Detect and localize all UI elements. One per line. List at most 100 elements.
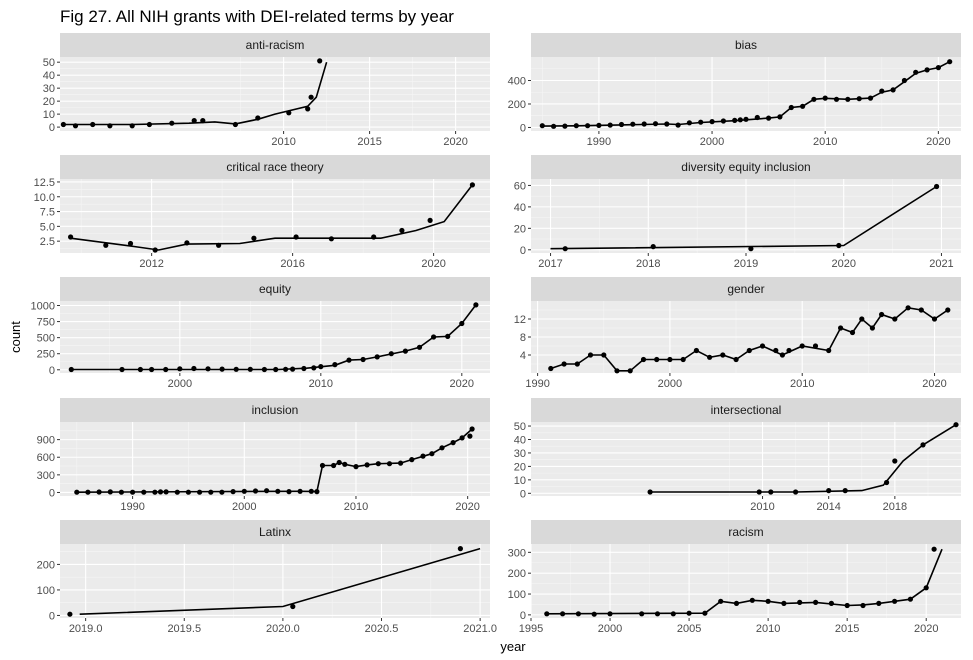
- data-point: [754, 114, 760, 121]
- facet-strip-label: racism: [728, 525, 763, 539]
- y-tick-label: 50: [514, 421, 526, 433]
- data-point: [793, 489, 799, 495]
- y-tick-label: 200: [508, 568, 526, 580]
- data-point: [420, 453, 426, 459]
- data-point: [768, 489, 774, 495]
- data-point: [191, 365, 197, 372]
- y-tick-label: 0: [520, 610, 526, 622]
- data-point: [575, 611, 582, 617]
- y-tick-label: 20: [43, 96, 55, 108]
- data-point: [560, 611, 566, 617]
- data-point: [318, 364, 324, 370]
- facet-strip: [531, 33, 961, 57]
- data-point: [305, 106, 311, 112]
- data-point: [849, 329, 856, 336]
- facet-strip-label: bias: [735, 38, 757, 52]
- data-point: [574, 361, 580, 367]
- y-tick-label: 600: [37, 452, 55, 464]
- data-point: [200, 118, 206, 124]
- facet-strip: [531, 398, 961, 422]
- x-tick-label: 2010: [756, 623, 780, 635]
- data-point: [892, 598, 898, 604]
- data-point: [68, 234, 74, 240]
- data-point: [445, 333, 451, 339]
- x-tick-label: 2020: [922, 378, 946, 390]
- x-tick-label: 2005: [677, 623, 701, 635]
- facet-inclusion: inclusion 1990 2000 2010 2020 0 300 600 900: [37, 398, 490, 513]
- data-point: [409, 457, 415, 463]
- y-tick-label: 300: [508, 547, 526, 559]
- panel-background: [531, 544, 961, 618]
- data-point: [427, 217, 433, 223]
- data-point: [836, 242, 842, 249]
- data-point: [129, 123, 135, 129]
- data-point: [450, 440, 456, 446]
- data-point: [901, 77, 908, 84]
- facet-strip-label: inclusion: [252, 403, 299, 417]
- data-point: [551, 123, 557, 129]
- data-point: [935, 65, 942, 71]
- panel-background: [60, 179, 490, 253]
- data-point: [371, 234, 377, 240]
- x-tick-label: 2010: [344, 501, 368, 513]
- y-tick-label: 0: [520, 488, 526, 500]
- facet-diversity-equity-inclusion: diversity equity inclusion 2017 2018 2019 20…: [514, 155, 961, 270]
- facet-strip-label: equity: [259, 282, 291, 296]
- data-point: [639, 611, 645, 617]
- data-point: [924, 67, 930, 73]
- x-tick-label: 2010: [813, 136, 837, 148]
- data-point: [686, 610, 692, 616]
- data-point: [811, 96, 817, 102]
- data-point: [640, 356, 647, 363]
- data-point: [562, 123, 568, 129]
- data-point: [439, 445, 445, 451]
- data-point: [364, 462, 370, 468]
- data-point: [934, 183, 940, 190]
- data-point: [469, 182, 475, 188]
- x-tick-label: 2020: [443, 136, 467, 148]
- data-point: [923, 585, 929, 591]
- data-point: [720, 352, 726, 358]
- y-tick-label: 100: [508, 589, 526, 601]
- y-tick-label: 300: [37, 470, 55, 482]
- figure-title: Fig 27. All NIH grants with DEI-related …: [60, 7, 454, 26]
- data-point: [833, 96, 840, 102]
- data-point: [67, 611, 73, 617]
- data-point: [247, 366, 253, 372]
- data-point: [786, 347, 792, 354]
- data-point: [402, 348, 408, 354]
- data-point: [561, 361, 567, 367]
- data-point: [469, 426, 475, 432]
- y-tick-label: 0: [49, 122, 55, 134]
- data-point: [800, 103, 806, 109]
- data-point: [399, 227, 405, 234]
- data-point: [781, 600, 787, 607]
- data-point: [670, 611, 676, 617]
- y-tick-label: 20: [514, 461, 526, 473]
- data-point: [346, 357, 352, 363]
- data-point: [96, 489, 102, 495]
- facet-strip-label: Latinx: [259, 525, 291, 539]
- data-point: [85, 489, 91, 495]
- data-point: [693, 347, 700, 354]
- data-point: [286, 489, 292, 495]
- data-point: [607, 611, 613, 617]
- data-point: [241, 488, 247, 494]
- data-point: [813, 599, 819, 606]
- data-point: [947, 59, 953, 65]
- data-point: [290, 603, 296, 610]
- data-point: [388, 351, 394, 357]
- data-point: [920, 442, 926, 448]
- x-tick-label: 2000: [232, 501, 256, 513]
- data-point: [918, 307, 924, 313]
- data-point: [718, 598, 724, 604]
- x-tick-label: 1995: [519, 623, 543, 635]
- x-tick-label: 2021: [929, 258, 953, 270]
- data-point: [931, 546, 937, 552]
- data-point: [233, 366, 239, 372]
- data-point: [328, 236, 334, 242]
- facet-strip: [531, 520, 961, 544]
- data-point: [130, 489, 136, 495]
- data-point: [844, 602, 850, 609]
